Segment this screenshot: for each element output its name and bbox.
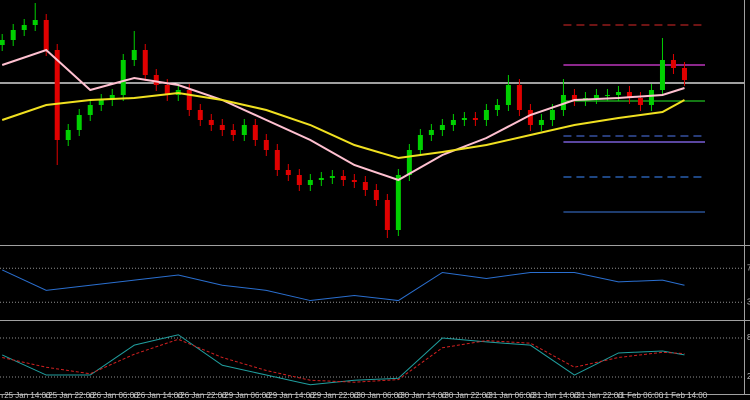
candle-body (439, 125, 445, 130)
candle-body (219, 125, 225, 130)
candle-body (659, 60, 665, 90)
x-tick-label: 26 Jan 06:00 (92, 391, 139, 400)
x-tick-label: 26 Jan 22:00 (180, 391, 227, 400)
x-tick-label: 31 Jan 22:00 (576, 391, 623, 400)
series-line (1, 48, 685, 182)
x-tick-label: 30 Jan 14:00 (400, 391, 447, 400)
candle-body (626, 92, 632, 98)
candle-body (351, 180, 357, 182)
x-tick-label: 31 Jan 14:00 (532, 391, 579, 400)
x-tick-label: 31 Jan 06:00 (488, 391, 535, 400)
candle-body (274, 150, 280, 170)
candle-body (681, 68, 687, 80)
candle-body (76, 115, 82, 130)
candle-body (428, 130, 434, 135)
candle-body (263, 140, 269, 150)
x-tick-label: 25 Jan 14:00 (4, 391, 51, 400)
x-tick-label: 29 Jan 14:00 (268, 391, 315, 400)
candle-body (153, 75, 159, 85)
candle-body (373, 190, 379, 200)
x-tick-label: 30 Jan 06:00 (356, 391, 403, 400)
candle-body (538, 120, 544, 125)
candle-body (329, 176, 335, 178)
candle-body (571, 95, 577, 100)
candle-body (10, 30, 16, 40)
y-tick-label: 30 (747, 297, 750, 306)
candle-body (560, 95, 566, 110)
candle-body (307, 180, 313, 185)
candle-body (505, 85, 511, 105)
x-tick-label: 1 Feb 06:00 (620, 391, 663, 400)
candle-body (593, 95, 599, 98)
series-line (1, 334, 685, 386)
candle-body (0, 40, 5, 45)
candle-body (230, 130, 236, 135)
candle-body (615, 92, 621, 95)
candle-body (362, 182, 368, 190)
candle-body (197, 110, 203, 120)
candle-body (98, 100, 104, 105)
x-tick-label: 29 Jan 06:00 (224, 391, 271, 400)
candle-body (318, 178, 324, 180)
candle-body (285, 170, 291, 175)
candle-body (65, 130, 71, 140)
candle-body (208, 120, 214, 125)
candle-body (384, 200, 390, 230)
candle-body (670, 60, 676, 68)
candle-body (120, 60, 126, 95)
candle-body (516, 85, 522, 110)
candle-body (527, 110, 533, 125)
candle-body (21, 25, 27, 30)
y-tick-label: 20 (747, 372, 750, 381)
candle-body (109, 95, 115, 100)
y-tick-label: 70 (747, 263, 750, 272)
candle-body (494, 105, 500, 110)
series-line (2, 338, 685, 383)
candle-body (340, 176, 346, 180)
candle-body (648, 90, 654, 105)
series-line (1, 269, 685, 302)
series-line (1, 91, 685, 160)
candle-body (461, 118, 467, 120)
x-tick-label: 29 Jan 22:00 (312, 391, 359, 400)
candle-body (637, 98, 643, 105)
candle-body (252, 125, 258, 140)
x-tick-label: 25 Jan 22:00 (48, 391, 95, 400)
x-tick-label: 1 Feb 14:00 (664, 391, 707, 400)
candle-body (450, 120, 456, 125)
candle-body (472, 118, 478, 120)
candle-body (131, 50, 137, 60)
candle-body (296, 175, 302, 185)
candle-body (87, 105, 93, 115)
candle-body (241, 125, 247, 135)
candle-body (549, 110, 555, 120)
candle-body (32, 20, 38, 25)
x-tick-label: 26 Jan 14:00 (136, 391, 183, 400)
candle-body (406, 150, 412, 175)
candle-body (483, 110, 489, 120)
y-tick-label: 80 (747, 333, 750, 342)
candle-body (395, 175, 401, 230)
candle-body (604, 95, 610, 96)
candle-body (54, 50, 60, 140)
candle-body (43, 20, 49, 50)
candle-body (186, 90, 192, 110)
x-tick-label: 30 Jan 22:00 (444, 391, 491, 400)
candle-body (417, 135, 423, 150)
candle-body (142, 50, 148, 75)
candle-body (164, 85, 170, 95)
